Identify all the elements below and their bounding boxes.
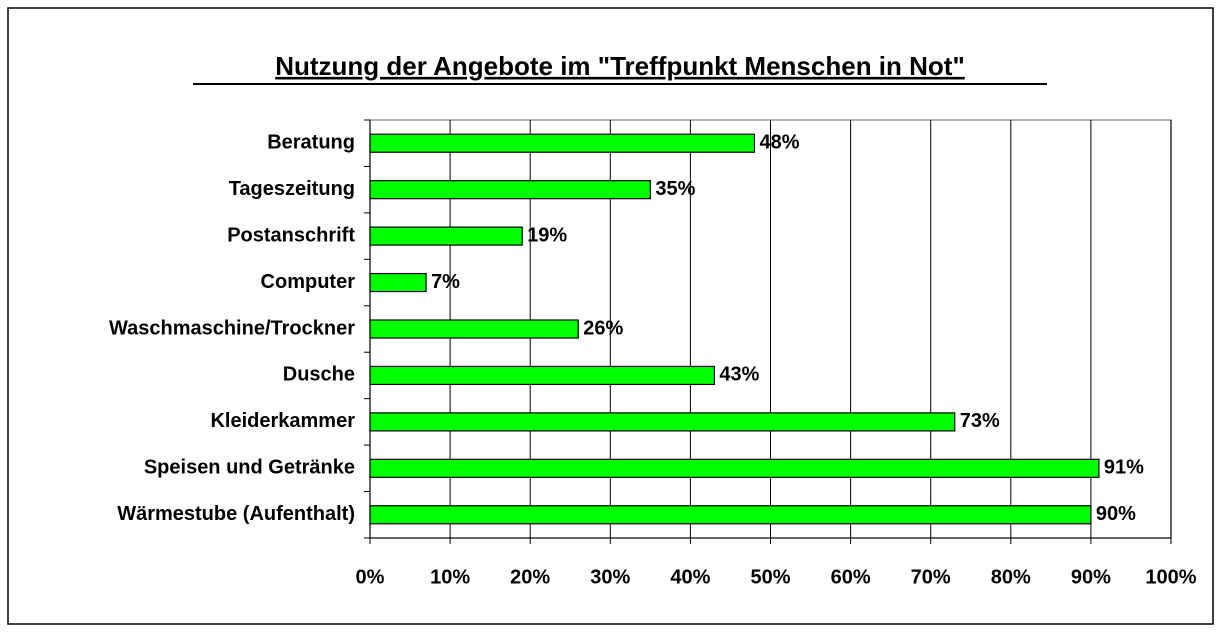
y-tick-label: Speisen und Getränke [144,457,355,479]
x-tick-label: 40% [670,566,710,588]
data-label: 90% [1096,503,1136,525]
y-tick-label: Beratung [267,132,355,154]
x-tick-label: 100% [1145,566,1196,588]
y-tick-label: Postanschrift [227,224,355,246]
bar [369,133,756,153]
bar [369,505,1092,525]
y-tick-label: Tageszeitung [229,178,355,200]
data-label: 19% [527,224,567,246]
bar [369,180,651,200]
data-label: 43% [719,364,759,386]
bar [369,365,716,386]
bar [369,226,523,246]
x-tick-label: 90% [1071,566,1111,588]
x-tick-label: 80% [991,566,1031,588]
bar [369,319,579,339]
y-tick-label: Waschmaschine/Trockner [109,317,355,339]
x-tick-label: 30% [590,566,630,588]
bar [369,272,427,293]
data-label: 73% [960,410,1000,432]
x-tick-label: 50% [750,566,790,588]
y-tick-label: Dusche [283,364,355,386]
x-tick-label: 20% [510,566,550,588]
y-tick-label: Computer [261,271,356,293]
data-label: 35% [655,178,695,200]
bar [369,412,956,432]
data-label: 91% [1104,457,1144,479]
data-label: 26% [583,317,623,339]
x-tick-label: 60% [831,566,871,588]
x-tick-label: 10% [430,566,470,588]
y-tick-label: Kleiderkammer [210,410,355,432]
data-label: 7% [431,271,460,293]
x-tick-label: 70% [911,566,951,588]
bar [369,458,1100,478]
data-label: 48% [759,132,799,154]
y-tick-label: Wärmestube (Aufenthalt) [117,503,355,525]
x-tick-label: 0% [356,566,385,588]
chart-title: Nutzung der Angebote im "Treffpunkt Mens… [275,51,965,81]
